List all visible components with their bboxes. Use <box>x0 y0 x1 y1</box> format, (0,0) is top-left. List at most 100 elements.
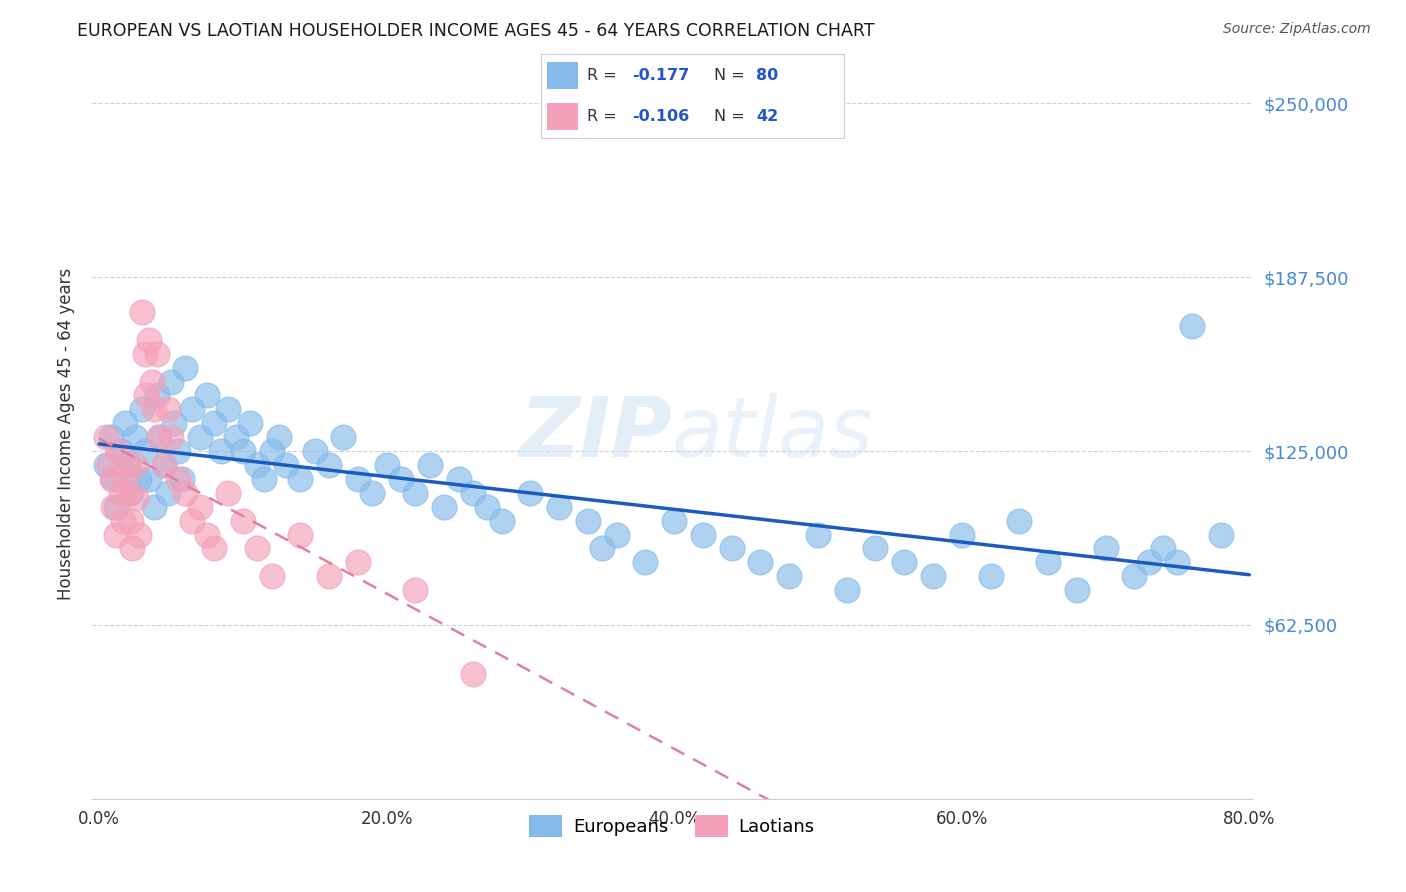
Point <box>232 514 254 528</box>
Point <box>1181 318 1204 333</box>
Text: 80: 80 <box>756 68 778 83</box>
Point <box>749 555 772 569</box>
Point <box>107 444 129 458</box>
Point <box>375 458 398 472</box>
Point <box>347 555 370 569</box>
Point <box>419 458 441 472</box>
Point <box>232 444 254 458</box>
Point <box>807 527 830 541</box>
Point <box>260 444 283 458</box>
Text: 42: 42 <box>756 109 778 124</box>
Point <box>260 569 283 583</box>
Point <box>1036 555 1059 569</box>
Point <box>202 541 225 556</box>
Point <box>318 458 340 472</box>
Point <box>134 444 156 458</box>
Point <box>950 527 973 541</box>
Point <box>361 485 384 500</box>
Point <box>239 416 262 430</box>
Point <box>195 527 218 541</box>
Point <box>1137 555 1160 569</box>
Point <box>138 472 160 486</box>
Point <box>181 514 204 528</box>
Point <box>591 541 613 556</box>
Point <box>142 402 165 417</box>
Point <box>477 500 499 514</box>
Point <box>195 388 218 402</box>
Point <box>121 541 143 556</box>
Point <box>105 527 128 541</box>
Point <box>893 555 915 569</box>
Point <box>174 360 197 375</box>
Point <box>167 444 190 458</box>
Point <box>114 416 136 430</box>
Point <box>96 458 118 472</box>
Point <box>922 569 945 583</box>
Point <box>634 555 657 569</box>
Point <box>128 472 150 486</box>
Text: R =: R = <box>586 68 621 83</box>
Point <box>112 514 135 528</box>
Point <box>124 458 146 472</box>
Bar <box>547 62 578 89</box>
Point <box>290 472 312 486</box>
Text: R =: R = <box>586 109 621 124</box>
Point <box>110 485 132 500</box>
Point <box>246 541 269 556</box>
Point <box>103 500 125 514</box>
Point <box>152 458 174 472</box>
Point <box>131 402 153 417</box>
Point <box>404 485 426 500</box>
Point <box>141 375 163 389</box>
Point <box>519 485 541 500</box>
Point <box>332 430 354 444</box>
Point <box>548 500 571 514</box>
Point <box>664 514 686 528</box>
Text: atlas: atlas <box>672 393 873 475</box>
Point <box>145 347 167 361</box>
Point <box>128 527 150 541</box>
Text: N =: N = <box>714 109 749 124</box>
Point <box>1123 569 1146 583</box>
Point <box>160 430 183 444</box>
Point <box>98 458 121 472</box>
Point <box>124 430 146 444</box>
Point <box>110 444 132 458</box>
Point <box>778 569 800 583</box>
Bar <box>547 103 578 130</box>
Point <box>1008 514 1031 528</box>
Point <box>1066 583 1088 598</box>
Point <box>120 514 142 528</box>
Point <box>274 458 297 472</box>
Point <box>217 402 239 417</box>
Point <box>267 430 290 444</box>
Point <box>304 444 326 458</box>
Point <box>188 500 211 514</box>
Point <box>606 527 628 541</box>
Point <box>160 375 183 389</box>
Point <box>209 444 232 458</box>
Point <box>134 347 156 361</box>
Point <box>461 485 484 500</box>
Point <box>117 458 139 472</box>
Point <box>447 472 470 486</box>
Point <box>225 430 247 444</box>
Point <box>1152 541 1174 556</box>
Text: N =: N = <box>714 68 749 83</box>
Point <box>318 569 340 583</box>
Point <box>433 500 456 514</box>
Point <box>157 485 180 500</box>
Point <box>142 500 165 514</box>
Point <box>389 472 412 486</box>
Point <box>1094 541 1116 556</box>
Point <box>148 430 170 444</box>
Text: Source: ZipAtlas.com: Source: ZipAtlas.com <box>1223 22 1371 37</box>
Point <box>145 388 167 402</box>
Point <box>131 305 153 319</box>
Legend: Europeans, Laotians: Europeans, Laotians <box>522 808 823 845</box>
Point <box>217 485 239 500</box>
Point <box>152 458 174 472</box>
Point <box>865 541 887 556</box>
Point <box>188 430 211 444</box>
Point <box>181 402 204 417</box>
